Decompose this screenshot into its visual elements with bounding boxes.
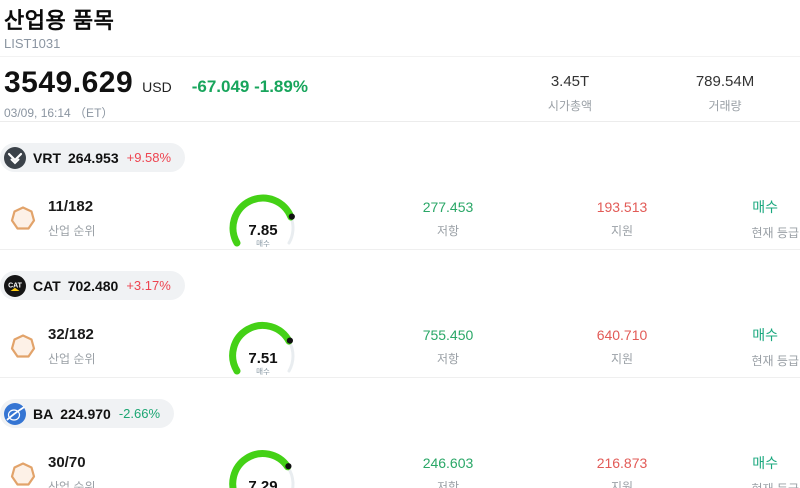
resistance-label: 저항 [436,479,460,488]
market-cap-stat: 3.45T 시가총액 [490,66,650,114]
gauge-value: 7.85 [248,222,277,239]
grade-col: 매수 현재 등급 [696,453,800,488]
industry-rank-label: 산업 순위 [48,224,96,238]
support-value: 640.710 [596,326,648,343]
index-price: 3549.629 [4,66,134,99]
stock-section-ba: BA 224.970 -2.66% 30/70 산업 순위 7.29 매수 24… [0,378,800,488]
resistance-col: 755.450 저항 [378,327,518,367]
support-label: 지원 [610,351,634,366]
resistance-label: 저항 [436,223,460,238]
support-col: 193.513 지원 [552,199,692,239]
support-col: 216.873 지원 [552,455,692,488]
ba-logo-icon [4,402,26,425]
gauge-label: 매수 [256,367,270,376]
grade-value: 매수 [752,326,778,343]
industry-rank-label: 산업 순위 [48,480,96,488]
page-title: 산업용 품목 [4,8,115,33]
resistance-col: 246.603 저항 [378,455,518,488]
ticker-change: +9.58% [126,150,172,165]
ticker-price: 224.970 [60,405,111,422]
resistance-value: 246.603 [422,454,474,471]
grade-label: 현재 등급 [696,480,800,488]
ticker-pill-cat[interactable]: CAT CAT 702.480 +3.17% [0,271,185,300]
industry-rank: 11/182 [48,198,94,215]
rating-gauge: 7.51 매수 [218,316,308,378]
ticker-symbol: CAT [33,277,61,294]
industry-rank: 30/70 [48,454,86,471]
grade-col: 매수 현재 등급 [696,325,800,369]
cat-logo-icon: CAT [4,274,26,297]
rating-gauge: 7.29 매수 [218,444,308,488]
volume-value: 789.54M [695,73,755,90]
currency-label: USD [142,79,172,95]
rating-gauge: 7.85 매수 [218,188,308,250]
resistance-value: 277.453 [422,198,474,215]
volume-stat: 789.54M 거래량 [650,66,800,114]
index-quote: 3549.629 USD -67.049 -1.89% 03/09, 16:14… [0,56,800,122]
resistance-label: 저항 [436,351,460,366]
gauge-needle-dot [286,337,293,344]
market-cap-value: 3.45T [550,73,590,90]
rating-gauge-svg: 7.85 매수 [229,194,295,248]
grade-value: 매수 [752,454,778,471]
ticker-pill-ba[interactable]: BA 224.970 -2.66% [0,399,175,428]
support-value: 216.873 [596,454,648,471]
ticker-change: +3.17% [126,278,171,293]
gauge-needle-dot [288,213,295,220]
index-change: -67.049 -1.89% [191,77,308,96]
resistance-value: 755.450 [422,326,474,343]
ticker-symbol: VRT [33,149,61,166]
page-header: 산업용 품목 LIST1031 [0,0,800,51]
grade-label: 현재 등급 [751,353,800,368]
rating-gauge-svg: 7.51 매수 [229,321,295,376]
volume-label: 거래량 [708,99,742,113]
gauge-needle-dot [285,462,292,469]
industry-badge-icon [8,204,38,234]
stock-list: VRT 264.953 +9.58% 11/182 산업 순위 7.85 매수 … [0,122,800,488]
support-col: 640.710 지원 [552,327,692,367]
ticker-pill-vrt[interactable]: VRT 264.953 +9.58% [0,143,186,172]
ticker-symbol: BA [33,405,54,422]
support-label: 지원 [610,223,634,238]
gauge-value: 7.51 [248,350,277,367]
support-label: 지원 [610,479,634,488]
ticker-price: 264.953 [68,149,119,166]
stock-section-vrt: VRT 264.953 +9.58% 11/182 산업 순위 7.85 매수 … [0,122,800,250]
support-value: 193.513 [596,198,648,215]
list-id: LIST1031 [4,36,61,51]
industry-badge-icon [8,460,38,488]
gauge-value: 7.29 [248,478,277,488]
quote-datetime: 03/09, 16:14 （ET） [4,106,114,120]
stock-section-cat: CAT CAT 702.480 +3.17% 32/182 산업 순위 7.51… [0,250,800,378]
resistance-col: 277.453 저항 [378,199,518,239]
grade-col: 매수 현재 등급 [696,197,800,241]
industry-badge-icon [8,332,38,362]
grade-label: 현재 등급 [751,225,800,240]
market-cap-label: 시가총액 [547,99,593,113]
rating-gauge-svg: 7.29 매수 [229,449,295,488]
gauge-label: 매수 [256,239,270,248]
ticker-change: -2.66% [118,406,161,421]
vrt-logo-icon [4,146,26,169]
ticker-price: 702.480 [67,277,119,294]
svg-text:CAT: CAT [8,282,23,289]
grade-value: 매수 [752,198,778,215]
industry-rank: 32/182 [48,326,94,343]
industry-rank-label: 산업 순위 [48,352,96,366]
